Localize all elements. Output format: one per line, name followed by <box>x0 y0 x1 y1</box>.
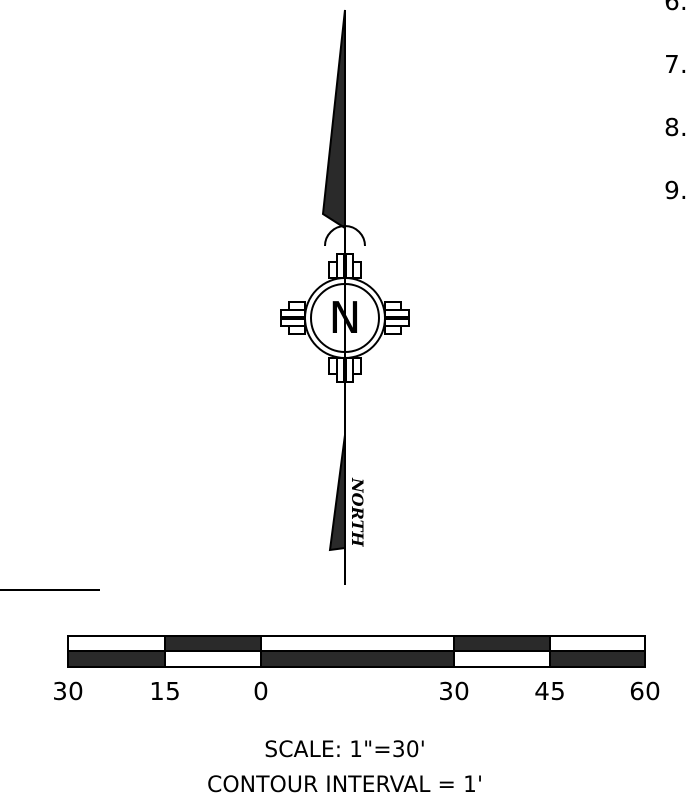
scale-labels: 30 15 0 30 45 60 <box>52 677 661 706</box>
scale-label: 0 <box>253 677 269 706</box>
north-label: NORTH <box>348 477 367 547</box>
scale-label: 30 <box>438 677 470 706</box>
list-number: 7. <box>664 50 688 79</box>
contour-text: CONTOUR INTERVAL = 1' <box>207 773 483 798</box>
list-number: 6. <box>664 0 688 16</box>
list-numbers: 6. 7. 8. 9. <box>664 0 688 205</box>
scale-label: 45 <box>534 677 566 706</box>
list-number: 9. <box>664 176 688 205</box>
scale-label: 15 <box>149 677 181 706</box>
scale-bar <box>67 635 646 668</box>
north-letter: N <box>329 293 362 344</box>
list-number: 8. <box>664 113 688 142</box>
scale-label: 30 <box>52 677 84 706</box>
scale-label: 60 <box>629 677 661 706</box>
scale-text: SCALE: 1"=30' <box>264 738 426 763</box>
north-arrow <box>0 9 410 591</box>
